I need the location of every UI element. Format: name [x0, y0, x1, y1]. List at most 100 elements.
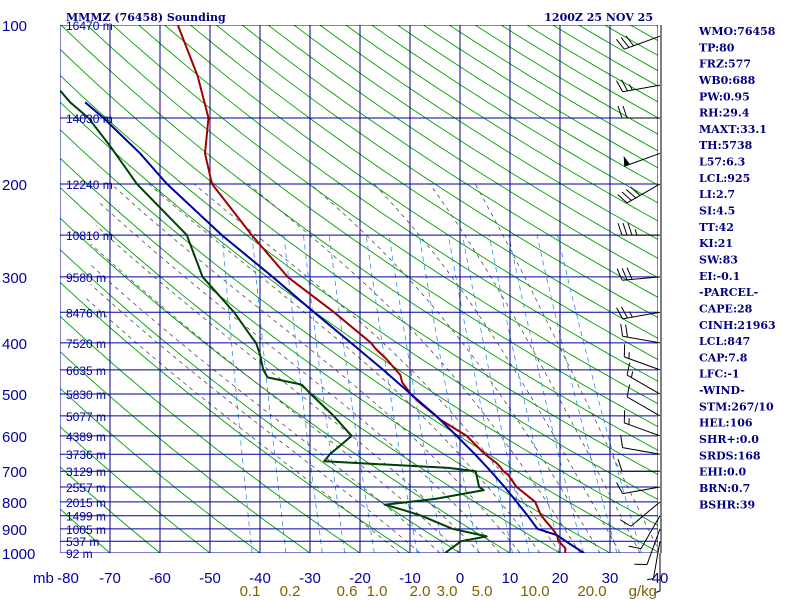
moist-adiabat — [86, 298, 401, 553]
pressure-tick-label: 200 — [2, 177, 27, 194]
index-line: FRZ:577 — [699, 58, 751, 71]
height-label: 92 m — [66, 547, 93, 561]
mixing-ratio-line — [328, 235, 375, 553]
moist-adiabat — [90, 284, 421, 553]
mixing-ratio-label: 0.6 — [337, 583, 358, 600]
wind-barb — [623, 410, 661, 437]
mixing-ratio-label: 2.0 — [410, 583, 431, 600]
wind-barb — [628, 515, 661, 550]
wind-barb — [620, 435, 661, 455]
index-line: LFC:-1 — [699, 368, 740, 381]
pressure-tick-label: 800 — [2, 495, 27, 512]
index-line: LCL:847 — [699, 335, 750, 348]
index-line: LI:2.7 — [699, 188, 735, 201]
wind-barb — [617, 459, 660, 472]
pressure-tick-label: 1000 — [2, 546, 35, 563]
temperature-tick-label: -70 — [99, 570, 121, 587]
index-line: SW:83 — [699, 253, 738, 266]
moist-adiabat — [110, 183, 521, 553]
pressure-tick-label: 900 — [2, 522, 27, 539]
profile-lines — [60, 25, 585, 553]
height-label: 14030 m — [66, 112, 113, 126]
index-line: CAP:7.8 — [699, 351, 748, 364]
mixing-ratio-line — [447, 235, 513, 553]
height-label: 5077 m — [66, 410, 106, 424]
index-line: STM:267/10 — [699, 400, 774, 413]
mixing-ratio-line — [488, 235, 561, 553]
height-label: 4389 m — [66, 430, 106, 444]
pressure-tick-label: 700 — [2, 464, 27, 481]
mixing-ratio-label: 20.0 — [577, 583, 606, 600]
index-line: KI:21 — [699, 237, 733, 250]
wind-barb — [647, 541, 661, 581]
height-label: 3129 m — [66, 465, 106, 479]
index-line: -PARCEL- — [699, 286, 758, 299]
mixing-ratio-line — [462, 235, 530, 553]
temperature-tick-label: 0 — [456, 570, 464, 587]
height-label: 2557 m — [66, 481, 106, 495]
index-line: PW:0.95 — [699, 90, 750, 103]
mixing-ratio-label: 0.1 — [240, 583, 261, 600]
index-line: SRDS:168 — [699, 449, 761, 462]
wind-barb — [616, 306, 661, 320]
mixing-ratio-unit: g/kg — [629, 583, 657, 600]
pressure-unit-label: mb — [33, 570, 54, 587]
wind-barb — [634, 528, 661, 566]
index-line: TT:42 — [699, 221, 734, 234]
mixing-ratio-line — [303, 235, 346, 553]
temperature-tick-label: -50 — [199, 570, 221, 587]
moist-adiabat — [90, 264, 441, 553]
height-label: 9580 m — [66, 271, 106, 285]
mixing-ratio-line — [221, 235, 253, 553]
pressure-tick-label: 500 — [2, 387, 27, 404]
height-label: 2015 m — [66, 496, 106, 510]
mixing-ratio-label: 0.2 — [280, 583, 301, 600]
height-label: 537 m — [66, 535, 99, 549]
wind-barb — [617, 222, 660, 236]
wind-barb — [616, 482, 661, 495]
index-line: RH:29.4 — [699, 107, 750, 120]
height-label: 1499 m — [66, 510, 106, 524]
temperature-tick-label: 30 — [602, 570, 619, 587]
index-line: CAPE:28 — [699, 302, 753, 315]
wind-barb — [620, 323, 661, 344]
moist-adiabat — [247, 183, 581, 553]
pressure-tick-label: 400 — [2, 336, 27, 353]
index-line: BSHR:39 — [699, 498, 755, 511]
index-line: SHR+:0.0 — [699, 433, 759, 446]
height-label: 5830 m — [66, 388, 106, 402]
wind-barb — [653, 553, 661, 594]
height-label: 12240 m — [66, 178, 113, 192]
index-line: SI:4.5 — [699, 205, 735, 218]
mixing-ratio-line — [418, 235, 479, 553]
temperature-tick-label: -40 — [249, 570, 271, 587]
wind-barb — [626, 362, 661, 395]
wind-barbs — [616, 25, 662, 594]
temperature-tick-label: 20 — [552, 570, 569, 587]
mixing-ratio-label: 3.0 — [437, 583, 458, 600]
temperature-tick-label: -60 — [149, 570, 171, 587]
height-label: 1005 m — [66, 523, 106, 537]
wind-barb — [616, 79, 661, 93]
temperature-tick-label: 10 — [502, 570, 519, 587]
wind-barb — [619, 501, 661, 527]
grid-lines — [60, 25, 658, 553]
temperature-tick-label: -20 — [349, 570, 371, 587]
temperature-tick-label: -80 — [57, 570, 79, 587]
height-label: 10810 m — [66, 229, 113, 243]
height-label: 16470 m — [66, 19, 113, 33]
height-label: 3736 m — [66, 448, 106, 462]
wind-barb — [623, 152, 661, 167]
index-line: L57:6.3 — [699, 156, 745, 169]
moist-adiabat — [96, 200, 501, 553]
wind-barb — [617, 105, 660, 119]
index-line: -WIND- — [699, 384, 745, 397]
index-line: LCL:925 — [699, 172, 750, 185]
stability-indices-panel: WMO:76458 TP:80 FRZ:577 WB0:688 PW:0.95 RH:29… — [698, 25, 776, 511]
mixing-ratio-label: 10.0 — [520, 583, 549, 600]
index-line: EI:-0.1 — [699, 270, 740, 283]
index-line: CINH:21963 — [699, 319, 776, 332]
index-line: TP:80 — [699, 41, 735, 54]
